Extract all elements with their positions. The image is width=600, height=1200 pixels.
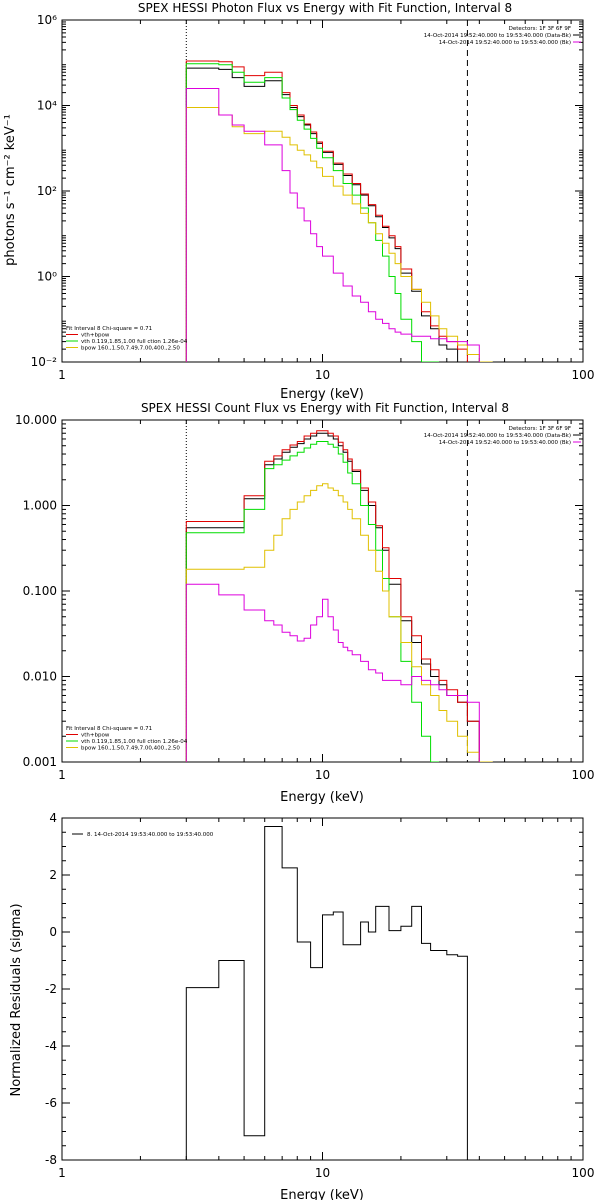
residuals-x-tick-label: 100 bbox=[572, 1166, 595, 1180]
photon-flux-legend-entry: vth+bpow bbox=[81, 333, 110, 339]
count-flux-x-tick-label: 1 bbox=[58, 768, 66, 782]
residuals-plot-area bbox=[61, 817, 584, 1161]
count-flux-x-axis-label: Energy (keV) bbox=[280, 790, 364, 805]
photon-flux-legend-entry: vth 0.119,1.85,1.00 full ction 1.26e-04 bbox=[81, 339, 188, 345]
photon-flux-series-1-histogram bbox=[185, 60, 468, 362]
photon-flux-y-tick-label: 10⁶ bbox=[37, 13, 57, 27]
photon-flux-y-ticks: 10⁻² 10⁰ 10² 10⁴ 10⁶ bbox=[31, 13, 583, 369]
photon-flux-panel: SPEX HESSI Photon Flux vs Energy with Fi… bbox=[3, 1, 594, 402]
residuals-y-tick-label: 0 bbox=[49, 925, 57, 939]
count-flux-series-3-histogram bbox=[185, 483, 493, 762]
count-flux-legend-entry: Fit Interval 8 Chi-square = 0.71 bbox=[66, 726, 152, 732]
photon-flux-x-axis-label: Energy (keV) bbox=[280, 387, 364, 402]
count-flux-legend-entry: 14-Oct-2014 19:52:40.000 to 19:53:40.000… bbox=[424, 433, 571, 439]
count-flux-legend-entry: vth 0.119,1.85,1.00 full ction 1.26e-04 bbox=[81, 739, 188, 745]
photon-flux-legend-entry: 14-Oct-2014 19:52:40.000 to 19:53:40.000… bbox=[424, 33, 571, 39]
count-flux-plot-area bbox=[61, 419, 584, 763]
photon-flux-legend-entry: bpow 160.,1.50,7.49,7.00,400.,2.50 bbox=[81, 346, 180, 352]
count-flux-series-4-histogram bbox=[185, 583, 480, 762]
photon-flux-x-ticks: 1 10 100 bbox=[58, 20, 594, 382]
residuals-y-tick-label: 2 bbox=[49, 868, 57, 882]
residuals-y-tick-label: 4 bbox=[49, 811, 57, 825]
photon-flux-x-tick-label: 10 bbox=[315, 368, 330, 382]
photon-flux-y-axis-label: photons s⁻¹ cm⁻² keV⁻¹ bbox=[3, 114, 18, 266]
count-flux-y-tick-label: 0.010 bbox=[23, 670, 57, 684]
count-flux-legend-entry: vth+bpow bbox=[81, 733, 110, 739]
photon-flux-chart-title: SPEX HESSI Photon Flux vs Energy with Fi… bbox=[138, 1, 512, 15]
residuals-y-tick-label: -8 bbox=[45, 1153, 57, 1167]
count-flux-panel: SPEX HESSI Count Flux vs Energy with Fit… bbox=[15, 401, 594, 805]
count-flux-y-tick-label: 10.000 bbox=[15, 413, 57, 427]
photon-flux-x-tick-label: 1 bbox=[58, 368, 66, 382]
residuals-legend-entry: 8. 14-Oct-2014 19:53:40.000 to 19:53:40.… bbox=[87, 832, 214, 838]
residuals-x-ticks: 1 10 100 bbox=[58, 818, 594, 1180]
residuals-series-0-histogram bbox=[185, 826, 468, 1160]
residuals-y-ticks: -8 -6 -4 -2 0 2 4 bbox=[45, 811, 583, 1167]
residuals-panel: -8 -6 -4 -2 0 2 4 1 10 100 Energy (keV) Normaliz… bbox=[9, 811, 594, 1200]
count-flux-y-tick-label: 1.000 bbox=[23, 499, 57, 513]
photon-flux-plot-area bbox=[61, 19, 584, 363]
count-flux-legend-bottom: Fit Interval 8 Chi-square = 0.71vth+bpow… bbox=[66, 726, 188, 752]
photon-flux-series-0-histogram bbox=[185, 67, 468, 362]
count-flux-legend-entry: 14-Oct-2014 19:52:40.000 to 19:53:40.000… bbox=[439, 440, 571, 446]
count-flux-chart-title: SPEX HESSI Count Flux vs Energy with Fit… bbox=[141, 401, 509, 415]
count-flux-y-ticks: 0.001 0.010 0.100 1.000 10.000 bbox=[15, 413, 583, 769]
residuals-y-tick-label: -2 bbox=[45, 982, 57, 996]
photon-flux-legend-entry: Detectors: 1F 3F 6F 9F bbox=[509, 26, 571, 32]
photon-flux-legend-entry: Fit Interval 8 Chi-square = 0.71 bbox=[66, 326, 152, 332]
photon-flux-x-tick-label: 100 bbox=[572, 368, 595, 382]
count-flux-series-1-histogram bbox=[185, 430, 493, 762]
photon-flux-y-tick-label: 10² bbox=[37, 184, 57, 198]
photon-flux-series-4-histogram bbox=[185, 88, 480, 362]
count-flux-x-tick-label: 10 bbox=[315, 768, 330, 782]
count-flux-y-tick-label: 0.100 bbox=[23, 584, 57, 598]
residuals-y-axis-label: Normalized Residuals (sigma) bbox=[9, 903, 24, 1096]
photon-flux-y-tick-label: 10⁴ bbox=[37, 99, 57, 113]
count-flux-x-ticks: 1 10 100 bbox=[58, 420, 594, 782]
count-flux-x-tick-label: 100 bbox=[572, 768, 595, 782]
count-flux-plot-frame bbox=[61, 419, 584, 763]
photon-flux-legend-bottom: Fit Interval 8 Chi-square = 0.71vth+bpow… bbox=[66, 326, 188, 352]
photon-flux-series-3-histogram bbox=[185, 107, 493, 362]
residuals-x-tick-label: 1 bbox=[58, 1166, 66, 1180]
photon-flux-plot-frame bbox=[61, 19, 584, 363]
photon-flux-y-tick-label: 10⁰ bbox=[37, 270, 57, 284]
count-flux-legend-entry: bpow 160.,1.50,7.49,7.00,400.,2.50 bbox=[81, 746, 180, 752]
photon-flux-legend-entry: 14-Oct-2014 19:52:40.000 to 19:53:40.000… bbox=[439, 40, 571, 46]
count-flux-series-0-histogram bbox=[185, 432, 493, 762]
residuals-plot-frame bbox=[61, 817, 584, 1161]
residuals-legend: 8. 14-Oct-2014 19:53:40.000 to 19:53:40.… bbox=[72, 832, 214, 838]
count-flux-legend-entry: Detectors: 1F 3F 6F 9F bbox=[509, 426, 571, 432]
residuals-y-tick-label: -6 bbox=[45, 1096, 57, 1110]
residuals-y-tick-label: -4 bbox=[45, 1039, 57, 1053]
residuals-x-tick-label: 10 bbox=[315, 1166, 330, 1180]
residuals-x-axis-label: Energy (keV) bbox=[280, 1188, 364, 1200]
photon-flux-series-2-histogram bbox=[185, 63, 439, 362]
count-flux-y-tick-label: 0.001 bbox=[23, 755, 57, 769]
photon-flux-y-tick-label: 10⁻² bbox=[31, 355, 58, 369]
